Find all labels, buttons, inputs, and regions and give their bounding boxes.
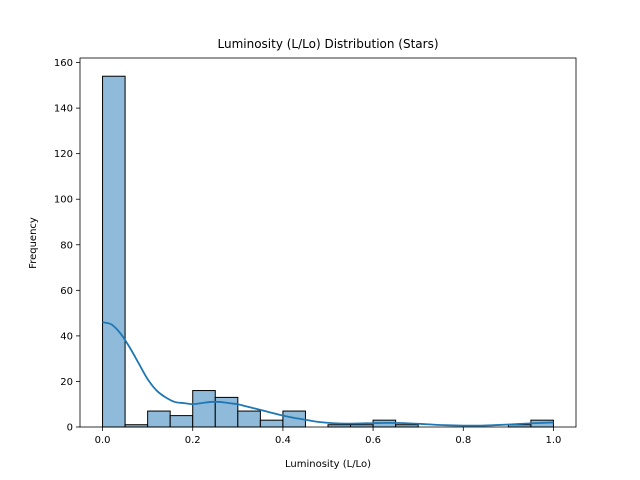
y-tick-label: 140 xyxy=(54,104,73,115)
x-tick-label: 1.0 xyxy=(546,435,562,446)
x-axis-ticks: 0.0 0.2 0.4 0.6 0.8 1.0 xyxy=(95,427,562,446)
y-axis-ticks: 0 20 40 60 80 100 120 140 160 xyxy=(54,58,80,434)
histogram-bar xyxy=(237,410,261,428)
histogram-bar xyxy=(169,415,194,428)
x-axis-label: Luminosity (L/Lo) xyxy=(285,459,371,470)
x-tick-label: 0.8 xyxy=(455,435,471,446)
y-axis-label: Frequency xyxy=(28,217,39,269)
histogram-bar xyxy=(102,75,126,428)
y-tick-label: 80 xyxy=(60,240,73,251)
y-tick-label: 60 xyxy=(60,286,73,297)
y-tick-label: 160 xyxy=(54,58,73,69)
x-tick-label: 0.0 xyxy=(95,435,111,446)
chart-title: Luminosity (L/Lo) Distribution (Stars) xyxy=(217,37,438,51)
y-tick-label: 40 xyxy=(60,331,73,342)
histogram-bar xyxy=(192,390,216,428)
x-tick-label: 0.4 xyxy=(275,435,291,446)
plot-frame xyxy=(79,57,577,428)
histogram-bar xyxy=(259,419,284,428)
x-tick-label: 0.2 xyxy=(185,435,201,446)
histogram-bar xyxy=(147,410,171,428)
y-tick-label: 100 xyxy=(54,195,73,206)
kde-curve xyxy=(102,321,554,427)
x-tick-label: 0.6 xyxy=(365,435,381,446)
y-tick-label: 0 xyxy=(67,423,73,434)
histogram-bars xyxy=(102,75,554,428)
y-tick-label: 120 xyxy=(54,149,73,160)
y-tick-label: 20 xyxy=(60,377,73,388)
